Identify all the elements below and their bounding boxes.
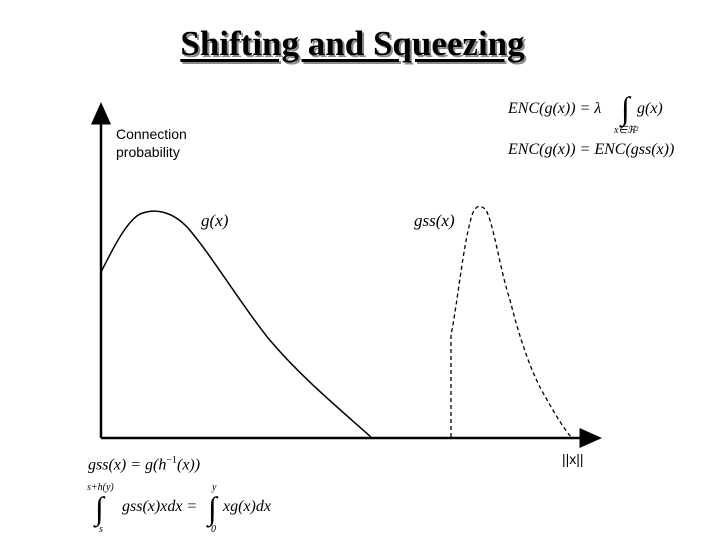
int2-upper-limit: y	[212, 482, 217, 493]
enc-eq1-subscript: x∈ℜ²	[614, 125, 639, 136]
y-axis-label: Connection probability	[116, 125, 187, 161]
integral-sign: ∫	[621, 90, 630, 126]
gss-def-left: gss(x) = g(h	[88, 456, 167, 474]
int1-body: gss(x)xdx =	[122, 498, 198, 515]
y-axis-label-line2: probability	[116, 144, 180, 160]
g-curve	[100, 210, 372, 438]
int2-lower-limit: 0	[211, 524, 216, 535]
int1-lower-limit: s	[99, 524, 103, 535]
x-axis-label: ||x||	[562, 451, 584, 467]
gss-def-superscript: −1	[166, 455, 177, 466]
int1-upper-limit: s+h(y)	[87, 482, 114, 493]
slide-title: Shifting and Squeezing	[180, 24, 525, 63]
gss-def-right: (x))	[176, 456, 201, 474]
int2-sign: ∫	[208, 490, 217, 526]
enc-equation-2: ENC(g(x)) = ENC(gss(x))	[508, 141, 675, 158]
gss-definition: gss(x) = g(h−1(x))	[88, 455, 200, 474]
enc-eq1-right: g(x)	[637, 100, 663, 117]
int2-body: xg(x)dx	[223, 498, 271, 515]
enc-eq1-left: ENC(g(x)) = λ	[508, 100, 602, 117]
int1-sign: ∫	[95, 490, 104, 526]
y-axis-label-line1: Connection	[116, 126, 187, 142]
g-curve-label: g(x)	[201, 211, 229, 230]
gss-curve-label: gss(x)	[414, 211, 455, 230]
gss-curve	[450, 205, 572, 438]
